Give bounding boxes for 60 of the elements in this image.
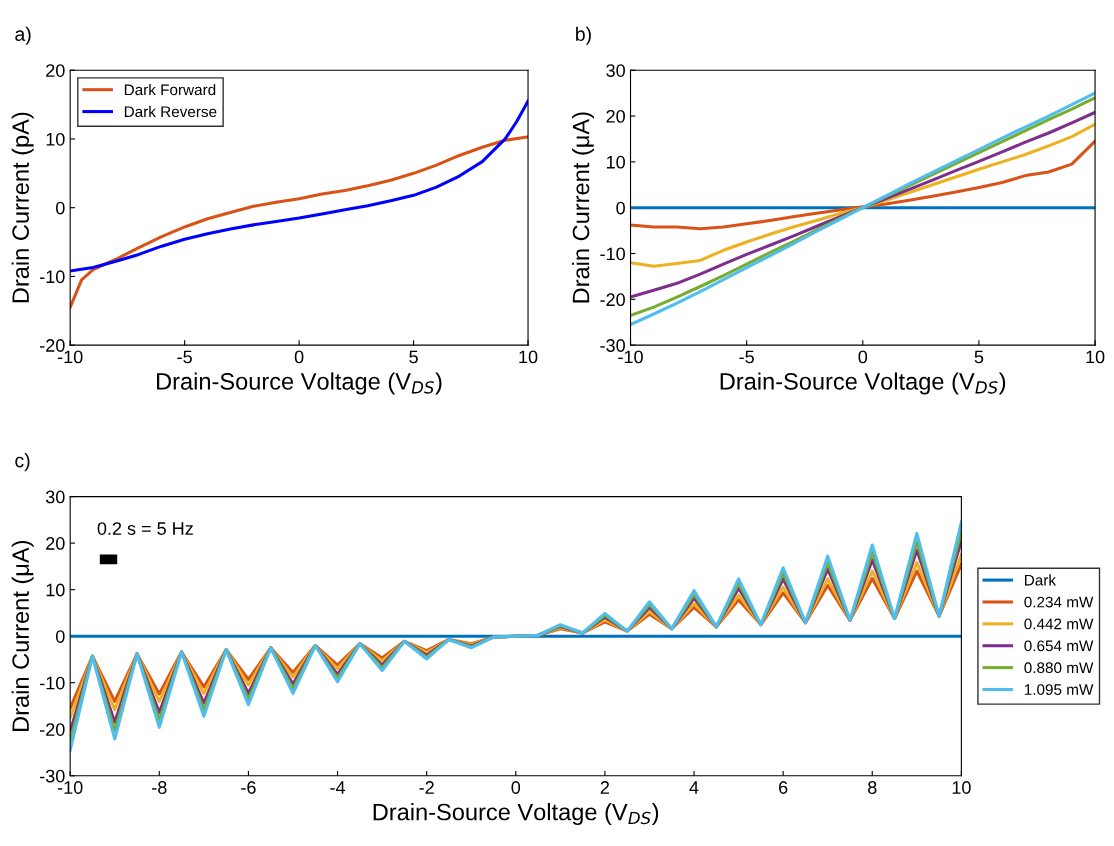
y-tick-label: -20	[40, 339, 65, 352]
chart-title: c)	[15, 453, 30, 472]
x-tick-label: 8	[868, 781, 877, 794]
y-tick-label: 10	[46, 132, 65, 146]
y-tick-label: -20	[40, 723, 65, 736]
y-tick-label: 20	[46, 537, 65, 550]
y-tick-label: 10	[606, 155, 625, 169]
x-tick-label: -2	[419, 781, 434, 794]
line-series	[630, 122, 1096, 268]
x-tick-label: -5	[739, 350, 754, 364]
y-tick-label: -10	[600, 247, 625, 261]
x-tick-label: 0	[511, 781, 521, 794]
legend-label: Dark	[1025, 574, 1057, 586]
x-tick-label: 5	[409, 350, 418, 364]
x-tick-label: -5	[177, 350, 192, 364]
chart-title: a)	[15, 26, 31, 45]
y-tick-label: 0	[616, 201, 625, 215]
x-tick-label: 0	[294, 350, 304, 364]
x-tick-label: 6	[779, 781, 788, 794]
x-tick-label: -8	[152, 781, 167, 794]
y-tick-label: -30	[40, 769, 65, 783]
y-tick-label: 10	[46, 583, 65, 597]
legend-label: 0.654 mW	[1024, 640, 1094, 652]
x-axis-title: Drain-Source Voltage (V$_{DS}$)	[720, 372, 1006, 395]
x-tick-label: 10	[952, 781, 971, 794]
x-tick-label: -10	[618, 350, 643, 364]
y-axis-title: Drain Current (pA)	[11, 112, 34, 303]
y-tick-label: 20	[606, 109, 625, 123]
y-tick-label: 0	[55, 201, 65, 215]
legend-label: 0.880 mW	[1024, 662, 1094, 674]
y-tick-label: -10	[40, 270, 65, 284]
y-axis-title: Drain Current (μA)	[572, 112, 594, 303]
y-tick-label: -10	[40, 676, 65, 690]
x-tick-label: 4	[689, 781, 699, 794]
y-tick-label: 20	[46, 64, 65, 77]
x-tick-label: 2	[600, 781, 610, 794]
y-tick-label: 30	[45, 490, 65, 504]
y-axis-title: Drain Current (μA)	[11, 540, 34, 731]
legend-label: 0.442 mW	[1024, 618, 1094, 630]
x-tick-label: -4	[330, 781, 346, 794]
legend-label: Dark Forward	[124, 83, 216, 96]
x-axis-title: Drain-Source Voltage (V$_{DS}$)	[157, 372, 442, 395]
x-tick-label: 10	[519, 350, 538, 364]
y-tick-label: -20	[600, 293, 625, 307]
y-tick-label: 30	[606, 64, 625, 77]
annotation: 0.2 s = 5 Hz	[97, 522, 193, 535]
legend-label: 1.095 mW	[1024, 684, 1094, 695]
line-series	[630, 139, 1096, 231]
y-tick-label: -30	[600, 339, 625, 352]
x-tick-label: 10	[1086, 350, 1105, 364]
legend-label: 0.234 mW	[1024, 596, 1094, 608]
y-tick-label: 0	[55, 630, 65, 643]
x-tick-label: 0	[858, 350, 868, 364]
chart-title: b)	[576, 26, 591, 45]
line-series	[70, 135, 529, 309]
x-tick-label: 5	[974, 350, 984, 364]
x-tick-label: -6	[241, 781, 256, 794]
legend-label: Dark Reverse	[124, 105, 217, 118]
line-series	[70, 99, 529, 273]
x-axis-title: Drain-Source Voltage (V$_{DS}$)	[373, 803, 659, 826]
